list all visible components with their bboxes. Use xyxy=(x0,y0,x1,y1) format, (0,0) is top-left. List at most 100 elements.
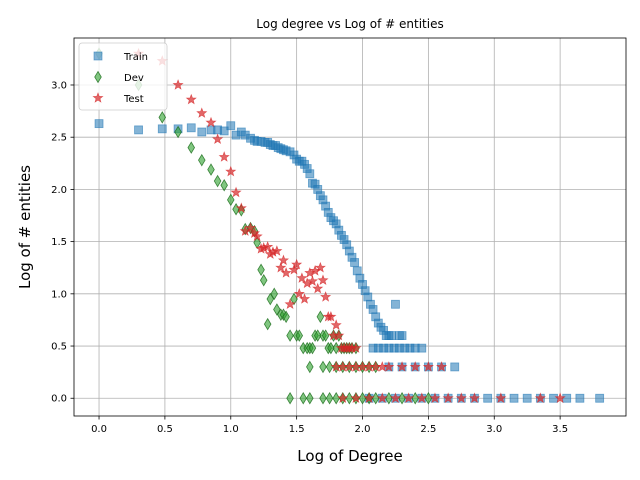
point-test xyxy=(416,392,428,403)
point-train xyxy=(186,123,196,133)
point-dev xyxy=(286,391,294,405)
point-test xyxy=(288,263,300,275)
point-train xyxy=(397,331,407,340)
point-test xyxy=(409,361,421,372)
point-train xyxy=(219,126,229,136)
x-axis-label: Log of Degree xyxy=(297,447,402,465)
point-test xyxy=(337,392,349,403)
y-tick-label: 3.0 xyxy=(51,80,67,91)
y-tick-label: 0.0 xyxy=(51,394,67,405)
point-test xyxy=(435,361,448,372)
point-train xyxy=(134,125,143,135)
x-tick-label: 3.5 xyxy=(552,424,568,435)
plot-frame xyxy=(73,37,627,417)
point-test xyxy=(244,222,257,233)
point-test xyxy=(442,392,454,403)
point-test xyxy=(306,275,319,287)
y-tick-label: 0.5 xyxy=(51,342,67,353)
point-train xyxy=(575,393,585,403)
point-test xyxy=(422,361,434,372)
point-dev xyxy=(266,292,275,306)
point-dev xyxy=(273,303,281,316)
point-dev xyxy=(327,341,335,355)
point-dev xyxy=(198,153,206,167)
point-test xyxy=(235,202,247,213)
point-test xyxy=(396,361,408,372)
point-dev xyxy=(187,141,196,154)
point-test xyxy=(230,186,242,198)
point-test xyxy=(291,258,303,270)
point-dev xyxy=(174,125,182,139)
series-test xyxy=(132,47,566,403)
legend-marker-train xyxy=(93,51,103,61)
legend-label-test: Test xyxy=(123,94,144,105)
point-dev xyxy=(213,174,222,188)
point-test xyxy=(225,165,237,177)
point-test xyxy=(312,282,324,294)
point-dev xyxy=(158,111,167,124)
point-train xyxy=(562,393,572,403)
point-test xyxy=(455,392,467,403)
point-test xyxy=(389,392,402,403)
point-dev xyxy=(306,391,314,405)
point-test xyxy=(468,392,481,403)
legend: Train Dev Test xyxy=(78,42,168,111)
point-test xyxy=(363,392,375,403)
point-test xyxy=(262,240,274,252)
point-test xyxy=(383,361,395,372)
point-test xyxy=(196,107,208,118)
y-tick-label: 1.0 xyxy=(51,289,67,300)
point-test xyxy=(172,79,184,90)
y-tick-label: 2.0 xyxy=(51,185,67,196)
y-tick-label: 1.5 xyxy=(51,237,67,248)
y-axis-label: Log of # entities xyxy=(16,165,34,289)
point-test xyxy=(205,116,217,128)
point-test xyxy=(376,392,388,403)
point-train xyxy=(226,121,236,131)
point-test xyxy=(350,342,362,353)
point-test xyxy=(330,319,342,330)
point-dev xyxy=(220,178,228,192)
point-test xyxy=(277,254,290,266)
point-dev xyxy=(227,193,235,207)
point-test xyxy=(280,267,292,278)
legend-marker-dev xyxy=(94,70,102,84)
point-dev xyxy=(325,391,334,405)
point-dev xyxy=(319,360,327,374)
point-test xyxy=(271,245,283,256)
point-dev xyxy=(270,287,279,301)
point-train xyxy=(509,393,519,403)
point-train xyxy=(549,393,558,403)
point-train xyxy=(350,258,360,267)
point-train xyxy=(363,292,373,302)
x-tick-label: 1.5 xyxy=(289,424,305,435)
point-train xyxy=(368,305,378,314)
point-test xyxy=(317,274,329,285)
point-train xyxy=(305,169,315,179)
point-train xyxy=(157,124,167,134)
legend-box xyxy=(78,42,168,111)
point-train xyxy=(197,127,207,137)
point-dev xyxy=(321,329,330,342)
point-test xyxy=(251,230,263,242)
point-test xyxy=(320,291,332,302)
point-dev xyxy=(257,263,265,277)
point-test xyxy=(554,392,566,403)
point-test xyxy=(212,133,224,145)
point-dev xyxy=(295,329,304,342)
legend-label-dev: Dev xyxy=(124,73,144,84)
point-dev xyxy=(316,310,325,324)
point-test xyxy=(333,329,345,341)
point-train xyxy=(595,393,605,403)
point-train xyxy=(387,331,396,340)
point-test xyxy=(185,93,197,105)
point-dev xyxy=(286,329,294,342)
legend-label-train: Train xyxy=(123,52,148,63)
x-tick-label: 3.0 xyxy=(486,424,502,435)
point-dev xyxy=(207,163,215,176)
x-tick-label: 1.0 xyxy=(223,424,239,435)
point-dev xyxy=(319,391,327,405)
point-train xyxy=(522,393,532,403)
x-tick-label: 0.0 xyxy=(91,424,107,435)
point-test xyxy=(296,272,308,283)
